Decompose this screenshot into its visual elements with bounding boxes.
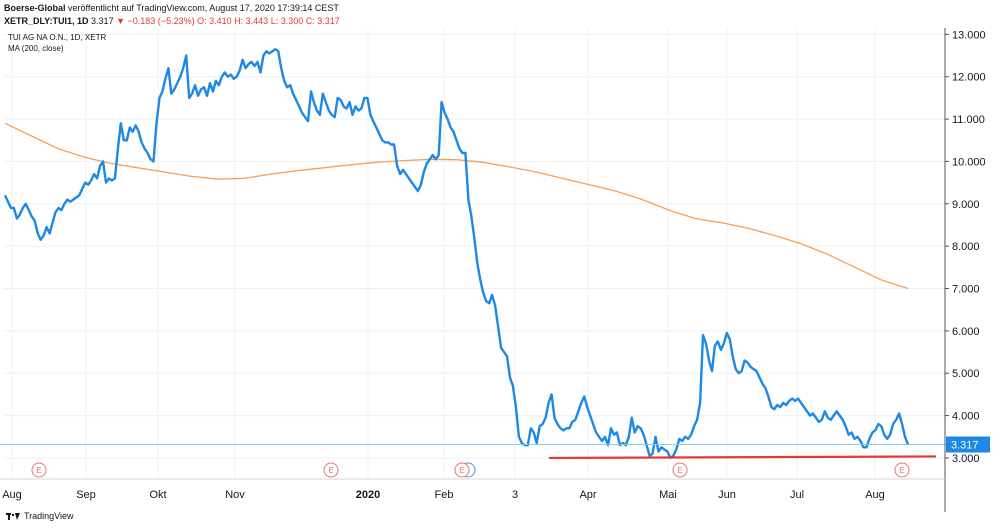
- price-line[interactable]: [3, 48, 910, 460]
- y-tick-label: 3.000: [952, 453, 980, 465]
- footer-branding[interactable]: TradingView: [6, 511, 74, 521]
- last-price-label-box: [946, 436, 990, 453]
- earnings-marker-icon[interactable]: [672, 462, 688, 478]
- price-chart[interactable]: 3.000 4.000 5.000 6.000 7.000 8.000 9.000 10.00…: [0, 28, 1000, 512]
- x-tick-label: Aug: [865, 489, 885, 501]
- ohlc-close: C: 3.317: [305, 16, 340, 26]
- last-price-label: 3.317: [951, 440, 979, 452]
- down-arrow-icon: ▼: [116, 16, 126, 26]
- ma-200-line: [4, 122, 909, 290]
- earnings-marker-label: E: [328, 466, 333, 475]
- y-tick-label: 13.000: [952, 29, 986, 41]
- x-tick-label: Aug: [2, 489, 22, 501]
- y-tick-label: 4.000: [952, 411, 980, 423]
- y-tick-label: 10.000: [952, 156, 986, 168]
- published-text: veröffentlicht auf TradingView.com, Augu…: [68, 3, 339, 13]
- earnings-marker-label: E: [36, 466, 41, 475]
- price-change: −0.183 (−5.23%): [127, 16, 195, 26]
- symbol-label: XETR_DLY:TUI1, 1D: [4, 16, 89, 26]
- y-tick-label: 6.000: [952, 326, 980, 338]
- y-tick-label: 12.000: [952, 72, 986, 84]
- x-tick-label: Okt: [149, 489, 166, 501]
- x-tick-label: 2020: [356, 489, 380, 501]
- y-tick-label: 7.000: [952, 284, 980, 296]
- earnings-marker-label: E: [459, 466, 464, 475]
- ohlc-high: H: 3.443: [234, 16, 269, 26]
- ohlc-open: O: 3.410: [197, 16, 232, 26]
- earnings-marker-icon[interactable]: [31, 462, 47, 478]
- x-tick-label: 3: [512, 489, 518, 501]
- y-tick-label: 11.000: [952, 114, 985, 126]
- earnings-marker-icon[interactable]: [894, 462, 910, 478]
- x-tick-label: Sep: [76, 489, 96, 501]
- earnings-marker-icon[interactable]: [323, 462, 339, 478]
- symbol-ohlc-line: XETR_DLY:TUI1, 1D 3.317 ▼ −0.183 (−5.23%…: [4, 16, 340, 26]
- chart-legend: TUI AG NA O.N., 1D, XETR MA (200, close): [8, 32, 106, 54]
- earnings-marker-label: E: [677, 466, 682, 475]
- last-price: 3.317: [91, 16, 114, 26]
- y-tick-label: 5.000: [952, 368, 980, 380]
- y-tick-label: 9.000: [952, 199, 980, 211]
- x-tick-label: Apr: [579, 489, 596, 501]
- legend-indicator: MA (200, close): [8, 44, 64, 53]
- publication-info: Boerse-Global veröffentlicht auf Trading…: [4, 3, 339, 13]
- y-tick-label: 8.000: [952, 241, 980, 253]
- x-tick-label: Jul: [790, 489, 804, 501]
- tradingview-logo-icon: [6, 512, 20, 521]
- publisher-name: Boerse-Global: [4, 3, 66, 13]
- x-tick-label: Nov: [225, 489, 245, 501]
- ohlc-low: L: 3.300: [270, 16, 304, 26]
- x-tick-label: Feb: [435, 489, 454, 501]
- support-line[interactable]: [548, 455, 937, 460]
- earnings-marker-icon[interactable]: [454, 462, 470, 478]
- x-tick-label: Mai: [659, 489, 677, 501]
- x-tick-label: Jun: [718, 489, 736, 501]
- legend-title: TUI AG NA O.N., 1D, XETR: [8, 33, 107, 42]
- brand-name: TradingView: [24, 511, 74, 521]
- earnings-marker-label: E: [899, 466, 904, 475]
